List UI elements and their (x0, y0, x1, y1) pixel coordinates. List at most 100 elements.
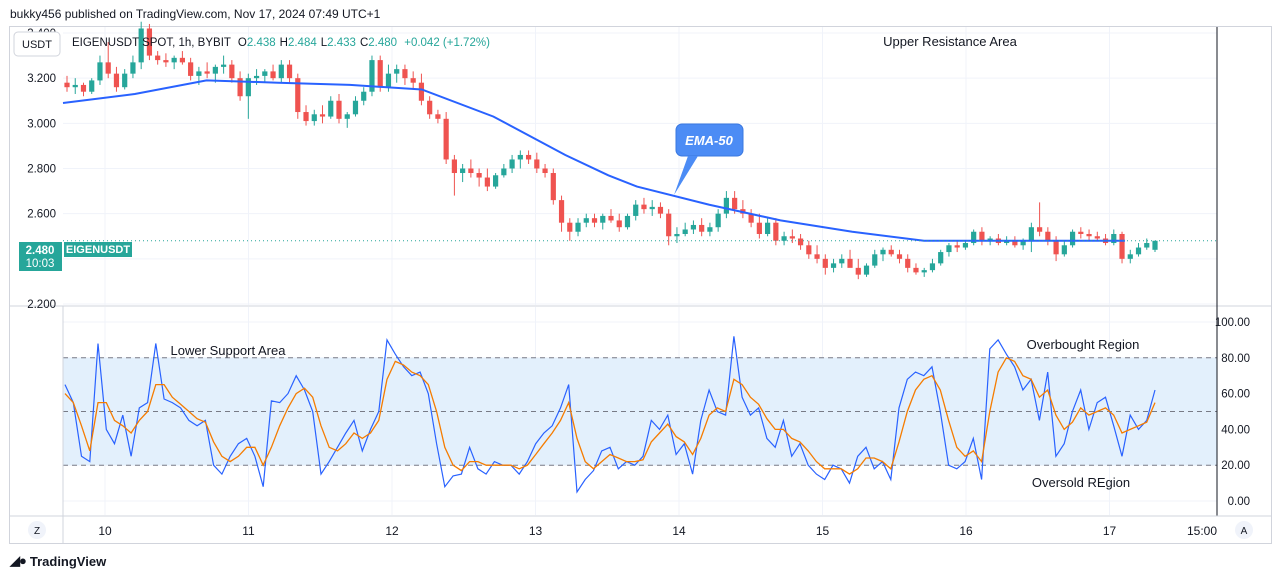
candle-body (245, 78, 251, 97)
candle-body (666, 213, 672, 237)
candle-body (361, 91, 367, 101)
countdown-timer: 10:03 (26, 258, 55, 270)
svg-text:Z: Z (34, 526, 40, 537)
candle-body (278, 64, 284, 79)
candle-body (962, 243, 969, 248)
candle-body (946, 245, 952, 253)
candle-body (839, 258, 845, 264)
currency-button[interactable]: USDT (13, 31, 61, 57)
auto-zoom-left-button[interactable]: Z (28, 521, 46, 539)
candle-body (979, 231, 985, 241)
last-price-symbol: EIGENUSDT (66, 244, 130, 256)
candle-body (72, 84, 78, 88)
time-tick-label: 17 (1103, 524, 1117, 538)
candle-body (699, 224, 705, 232)
price-tick-label: 2.800 (27, 164, 56, 176)
candle-body (319, 114, 326, 117)
time-axis[interactable]: 10 11 12 13 14 15 16 17 15:00 (98, 524, 1217, 538)
candle-body (863, 265, 870, 275)
lower-support-label: Lower Support Area (171, 343, 287, 358)
candle-body (1012, 240, 1018, 246)
tradingview-footer[interactable]: ◢● TradingView (10, 553, 106, 569)
candle-body (938, 252, 944, 264)
auto-scale-button[interactable]: A (1235, 521, 1253, 539)
candle-body (204, 71, 210, 74)
candle-body (987, 238, 993, 241)
candle-body (113, 73, 120, 88)
svg-text:A: A (1241, 526, 1248, 537)
candle-body (138, 28, 144, 63)
candle-body (1086, 233, 1092, 237)
ohlc-value: 2.480 (368, 37, 397, 49)
candle-body (624, 215, 631, 228)
candle-body (295, 78, 301, 113)
tradingview-logo-icon: ◢● (10, 553, 27, 568)
rsi-tick-label: 40.00 (1221, 424, 1250, 436)
candle-body (583, 218, 589, 223)
candle-body (237, 78, 243, 97)
candle-body (435, 114, 441, 119)
candle-body (163, 60, 169, 63)
ohlc-values: O2.438 H2.484 L2.433 C2.480 (238, 37, 397, 49)
candle-body (913, 267, 919, 273)
symbol-legend: EIGENUSDT SPOT, 1h, BYBIT O2.438 H2.484 L2… (72, 37, 490, 49)
candle-body (896, 254, 903, 259)
candle-body (732, 197, 738, 210)
candle-body (468, 168, 474, 174)
candle-body (418, 82, 425, 101)
time-tick-label: 15 (816, 524, 830, 538)
candle-body (591, 218, 598, 223)
candle-body (89, 80, 95, 92)
candle-body (600, 215, 606, 223)
candle-body (311, 114, 317, 122)
time-tick-label: 11 (242, 524, 255, 538)
candle-body (781, 236, 787, 241)
ema-label-callout: EMA-50 (674, 123, 744, 195)
ohlc-label: H (280, 37, 288, 49)
candle-body (188, 62, 194, 76)
time-tick-label: 16 (959, 524, 973, 538)
candle-body (558, 200, 565, 223)
candle-body (649, 206, 655, 210)
price-grid (63, 27, 1217, 305)
oversold-label: Oversold REgion (1032, 475, 1130, 490)
candle-body (451, 159, 457, 174)
candle-body (1135, 247, 1142, 255)
candle-body (1111, 233, 1117, 244)
candle-body (196, 71, 202, 76)
candle-body (872, 254, 878, 266)
time-tick-label: 14 (672, 524, 686, 538)
candle-body (855, 267, 861, 275)
candle-body (155, 55, 161, 61)
candle-body (427, 100, 433, 115)
candle-body (723, 197, 729, 214)
candle-body (122, 73, 128, 88)
candle-body (888, 249, 894, 255)
time-tick-label: 13 (529, 524, 543, 538)
candle-body (1127, 254, 1133, 259)
candle-body (525, 154, 532, 160)
candle-body (657, 206, 664, 214)
overbought-label: Overbought Region (1027, 337, 1140, 352)
ohlc-value: 2.433 (327, 37, 356, 49)
candle-body (608, 215, 614, 221)
candle-body (146, 28, 153, 56)
candle-body (385, 73, 392, 88)
candle-body (262, 71, 268, 76)
stoch-rsi-d-line (64, 356, 1156, 475)
candle-body (336, 100, 342, 119)
candle-body (847, 258, 853, 268)
candle-body (97, 62, 103, 81)
time-tick-label: 12 (385, 524, 399, 538)
candle-body (1028, 227, 1034, 241)
rsi-axis[interactable]: 100.00 80.00 60.00 40.00 20.00 0.00 (1215, 317, 1250, 508)
candle-body (105, 62, 111, 74)
candle-body (690, 224, 697, 230)
rsi-tick-label: 60.00 (1221, 389, 1250, 401)
candle-body (1144, 243, 1150, 248)
candle-body (1004, 240, 1010, 244)
stoch-rsi-k-line (64, 336, 1156, 494)
rsi-tick-label: 20.00 (1221, 460, 1250, 472)
symbol-info: EIGENUSDT SPOT, 1h, BYBIT (72, 37, 231, 49)
